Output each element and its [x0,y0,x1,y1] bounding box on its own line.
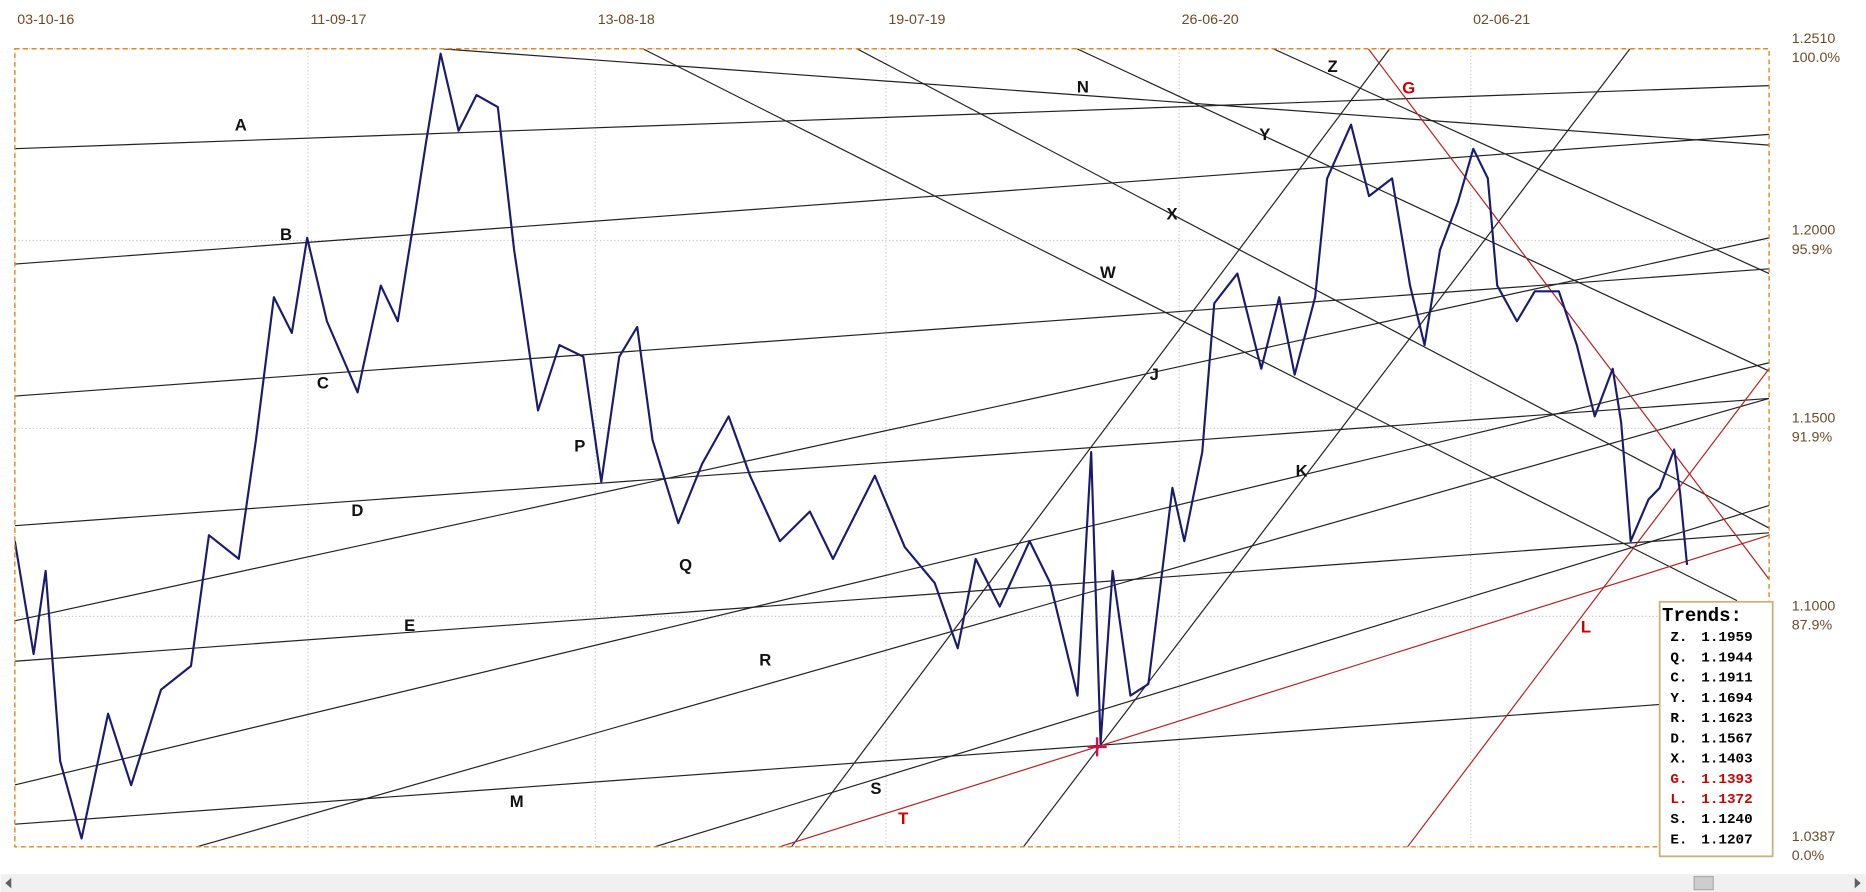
trend-line [14,532,1770,662]
series [14,52,1689,840]
trend-label: A [235,115,247,134]
trend-label: R [759,651,771,670]
trend-label: B [280,225,292,244]
trend-value: 1.1959 [1701,630,1752,646]
y-tick-percent: 100.0% [1792,50,1841,66]
trend-label: E [404,616,415,635]
trend-value: 1.1567 [1701,731,1752,747]
y-tick-label: 1.2510 [1792,31,1836,47]
trend-value: 1.1944 [1701,650,1753,666]
trend-label: S [870,779,881,798]
scroll-right[interactable] [1854,877,1861,889]
x-tick-label: 02-06-21 [1473,12,1530,28]
trend-label: G [1402,79,1415,98]
scroll-left[interactable] [5,877,12,889]
trend-name: R. [1670,711,1687,727]
trend-value: 1.1240 [1701,812,1752,828]
x-tick-label: 11-09-17 [310,12,366,28]
trend-line [14,397,1770,527]
y-tick-percent: 0.0% [1792,848,1825,864]
trend-line [14,268,1770,397]
pivot-marker [1087,737,1107,757]
trend-value: 1.1623 [1701,711,1752,727]
trend-name: C. [1670,671,1687,687]
y-tick-percent: 95.9% [1792,242,1833,258]
trend-label: W [1100,263,1116,282]
price-line [14,52,1689,840]
trend-value: 1.1393 [1701,772,1752,788]
labels: 03-10-16 11-09-17 13-08-18 19-07-19 26-06-20… [17,12,1840,864]
x-tick-label: 26-06-20 [1182,12,1239,28]
y-tick-label: 1.1000 [1792,599,1836,615]
y-tick-label: 1.0387 [1792,829,1836,845]
x-tick-label: 13-08-18 [598,12,655,28]
y-tick-percent: 91.9% [1792,430,1833,446]
grid [14,48,1770,848]
trend-label: X [1167,205,1178,224]
trend-line [14,703,1666,825]
trend-label: M [510,792,524,811]
y-tick-label: 1.1500 [1792,411,1836,427]
scroll-track [0,874,1866,892]
trend-name: Q. [1670,650,1687,666]
trend-line [196,397,1770,847]
y-tick-label: 1.2000 [1792,223,1836,239]
trend-line [642,48,1738,602]
trend-label: C [317,374,329,393]
trend-label: Q [679,556,692,575]
trend-name: X. [1670,752,1687,768]
x-tick-label: 03-10-16 [17,12,74,28]
trend-value: 1.1911 [1701,671,1752,687]
scrollbar[interactable] [0,874,1866,892]
trend-lines [14,48,1770,847]
x-tick-label: 19-07-19 [888,12,945,28]
trend-line [790,48,1391,847]
trend-line [1022,48,1631,847]
trends-box-frame [1658,600,1774,858]
trend-name: Z. [1670,630,1687,646]
trend-value: 1.1207 [1701,832,1752,848]
trend-label: T [898,809,908,828]
trend-line-red [1367,48,1770,580]
trend-line [654,504,1770,847]
trend-name: Y. [1670,691,1687,707]
trend-label: D [351,501,363,520]
trend-line [1076,48,1770,372]
plot-border [14,48,1770,848]
trend-value: 1.1694 [1701,691,1753,707]
trends-box: Trends: Z. 1.1959 Q. 1.1944 C. 1.1911 Y. 1.1694… [1658,600,1774,858]
trend-label: Y [1259,125,1270,144]
trend-line [14,85,1770,150]
trend-value: 1.1372 [1701,792,1752,808]
trend-name: G. [1670,772,1687,788]
trend-line-red [779,534,1770,847]
trend-value: 1.1403 [1701,752,1752,768]
trends-title: Trends: [1662,605,1742,627]
trend-label: J [1150,365,1159,384]
y-tick-percent: 87.9% [1792,618,1833,634]
trend-name: D. [1670,731,1687,747]
trend-line [856,48,1770,529]
trend-name: S. [1670,812,1687,828]
trend-label: L [1581,617,1591,636]
trend-line [1272,48,1770,275]
trend-label: K [1296,462,1308,481]
trend-label: P [574,437,585,456]
trend-name: E. [1670,832,1687,848]
trend-label: N [1077,77,1089,96]
trend-name: L. [1670,792,1687,808]
trend-line [14,237,1770,622]
scroll-thumb[interactable] [1693,875,1714,891]
trend-line [14,362,1770,786]
trend-line [440,48,1770,146]
trend-line-red [1407,368,1770,847]
trend-label: Z [1328,57,1338,76]
